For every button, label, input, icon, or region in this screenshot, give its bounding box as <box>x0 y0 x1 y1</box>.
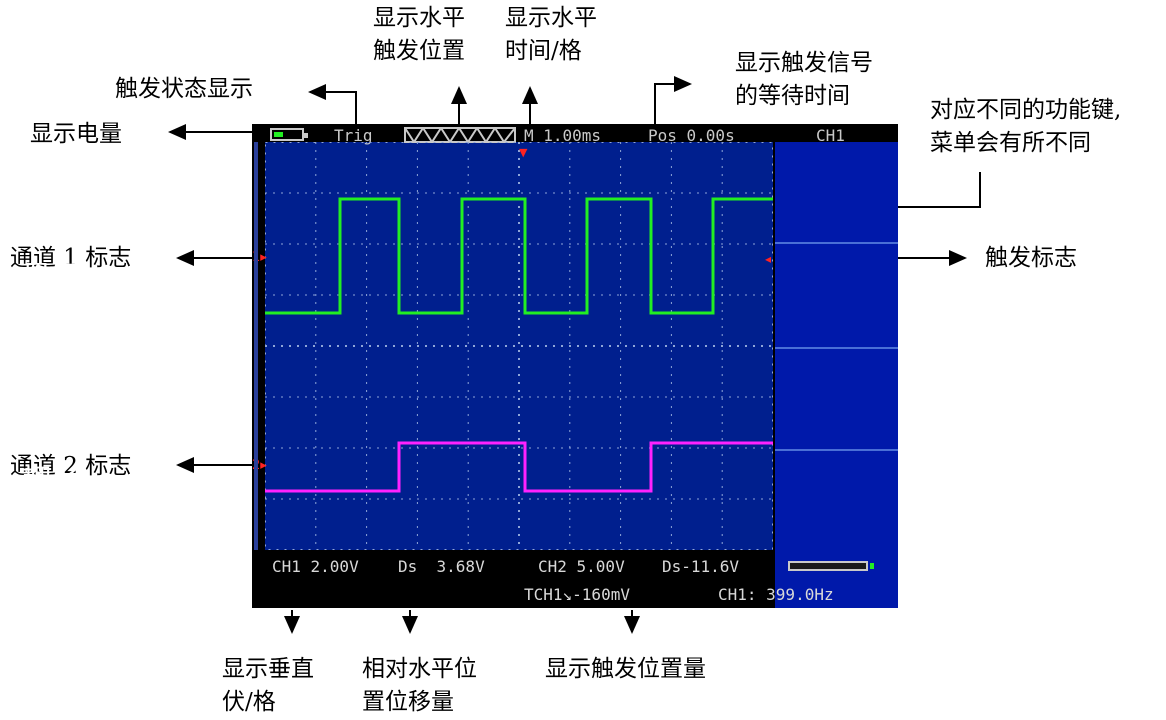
menu-separator <box>775 242 898 244</box>
callout-line: 显示水平 <box>373 5 465 31</box>
ch2-offset: Ds-11.6V <box>662 557 740 576</box>
menu-separator <box>775 347 898 349</box>
horizontal-timebase: M 1.00ms <box>524 126 602 145</box>
menu-item-channel-status[interactable]: 通道 状态 <box>0 152 123 232</box>
trigger-level: TCH1↘-160mV <box>524 585 630 604</box>
ch2-volts-per-div: CH2 5.00V <box>538 557 625 576</box>
menu-item-title: 耦合 <box>21 464 102 499</box>
callout-line: 伏/格 <box>222 689 276 715</box>
waveform-area <box>265 142 773 550</box>
ch1-volts-per-div: CH1 2.00V <box>272 557 359 576</box>
callout-display-battery: 显示电量 <box>30 121 122 147</box>
menu-item-value: 10X <box>47 410 76 429</box>
waveform-display <box>265 142 773 550</box>
menu-item-display[interactable]: 显示 开 <box>0 258 123 338</box>
callout-line: 相对水平位 <box>362 656 477 682</box>
callout-line: 显示水平 <box>505 5 597 31</box>
trigger-position-marker-icon: ▼ <box>519 146 528 159</box>
callout-line: 触发位置 <box>373 38 465 64</box>
vertical-scale-bar <box>254 142 258 550</box>
callout-relative-offset: 相对水平位 置位移量 <box>362 653 477 719</box>
ch1-waveform <box>265 197 773 315</box>
menu-item-value: 交流 <box>33 505 90 538</box>
callout-ch2-marker: 通道 2 标志 <box>10 453 132 479</box>
frequency-readout: CH1: 399.0Hz <box>718 585 834 604</box>
callout-menu-differs: 对应不同的功能键, 菜单会有所不同 <box>930 94 1121 160</box>
callout-trigger-wait-time: 显示触发信号 的等待时间 <box>735 47 873 113</box>
grid-border <box>265 142 773 550</box>
memory-bar-icon <box>788 561 874 571</box>
callout-line: 置位移量 <box>362 689 454 715</box>
callout-trigger-status: 触发状态显示 <box>115 76 253 102</box>
callout-ch1-marker: 通道 1 标志 <box>10 245 132 271</box>
menu-separator <box>775 449 898 451</box>
callout-line: 的等待时间 <box>735 83 850 109</box>
callout-line: 对应不同的功能键, <box>930 97 1122 123</box>
ch1-offset: Ds 3.68V <box>398 557 485 576</box>
callout-line: 菜单会有所不同 <box>930 130 1091 156</box>
callout-trigger-marker: 触发标志 <box>985 245 1077 271</box>
horizontal-position: Pos 0.00s <box>648 126 735 145</box>
menu-item-title: 通道 <box>21 154 102 189</box>
menu-item-title: 显示 <box>21 260 102 295</box>
battery-icon <box>270 128 308 141</box>
callout-line: 显示触发信号 <box>735 50 873 76</box>
callout-line: 时间/格 <box>505 38 582 64</box>
callout-vertical-volt-div: 显示垂直 伏/格 <box>222 653 314 719</box>
menu-item-title: 探头 <box>21 362 102 397</box>
menu-item-value: 开 <box>47 301 76 334</box>
callout-horizontal-time-div: 显示水平 时间/格 <box>505 2 597 68</box>
menu-item-coupling[interactable]: 耦合 交流 <box>0 462 123 542</box>
menu-channel-title: CH1 <box>816 126 845 145</box>
trigger-status: Trig <box>334 126 373 145</box>
callout-trigger-position-amount: 显示触发位置量 <box>545 656 706 682</box>
ch2-waveform <box>265 441 773 493</box>
menu-item-probe[interactable]: 探头 10X <box>0 360 123 440</box>
trigger-position-indicator-icon <box>404 127 516 143</box>
callout-horizontal-trigger-position: 显示水平 触发位置 <box>373 2 465 68</box>
callout-line: 显示垂直 <box>222 656 314 682</box>
function-menu <box>775 142 898 608</box>
trigger-level-marker-icon: ◂ <box>765 252 772 266</box>
menu-item-value: 状态 <box>33 195 90 228</box>
